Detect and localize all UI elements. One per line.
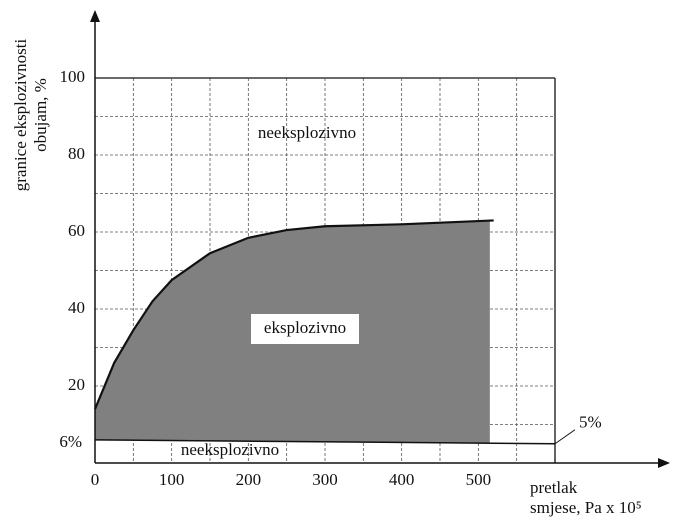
y-label-line: obujam, % [31, 78, 50, 152]
leader-line [554, 429, 576, 445]
x-tick-label: 300 [312, 470, 338, 489]
value-annotation: 6% [59, 432, 82, 451]
region-label: neeksplozivno [258, 123, 356, 142]
upper-curve [93, 219, 494, 410]
x-tick-label: 0 [91, 470, 100, 489]
lower-line [94, 439, 556, 445]
y-tick-label: 80 [68, 144, 85, 163]
label-box [251, 314, 359, 344]
x-label-line: pretlak [530, 478, 578, 497]
y-label-line: granice eksplozivnosti [11, 38, 30, 191]
region-label: eksplozivno [264, 318, 346, 337]
x-tick-label: 400 [389, 470, 415, 489]
y-tick-label: 20 [68, 375, 85, 394]
x-tick-label: 100 [159, 470, 185, 489]
y-tick-label: 100 [60, 67, 86, 86]
region-label: neeksplozivno [181, 440, 279, 459]
x-tick-label: 500 [466, 470, 492, 489]
y-axis-title: granice eksplozivnosti obujam, % [11, 38, 50, 191]
y-tick-label: 40 [68, 298, 85, 317]
y-tick-label: 60 [68, 221, 85, 240]
value-annotation: 5% [579, 413, 602, 432]
x-label-line: smjese, Pa x 10⁵ [530, 498, 642, 517]
x-tick-label: 200 [236, 470, 262, 489]
